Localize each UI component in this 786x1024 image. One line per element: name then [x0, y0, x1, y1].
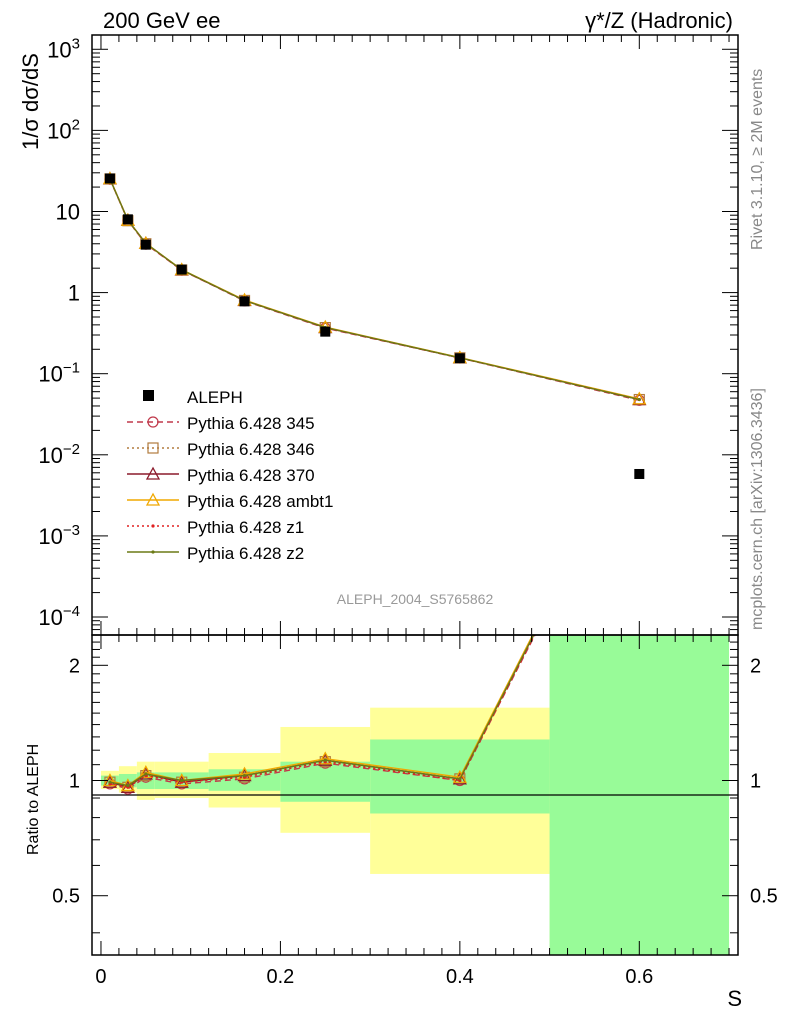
x-tick-label: 0: [95, 966, 106, 988]
legend-label: Pythia 6.428 345: [187, 414, 315, 433]
x-axis-label: S: [727, 986, 742, 1011]
legend-aleph-marker: [143, 390, 154, 401]
series-line: [109, 178, 640, 401]
analysis-watermark: ALEPH_2004_S5765862: [337, 591, 494, 607]
y-tick-label: 102: [47, 116, 80, 143]
legend-label: Pythia 6.428 346: [187, 440, 315, 459]
ratio-series-line: [109, 635, 535, 787]
ratio-y-tick-label-left: 0.5: [52, 886, 80, 908]
axis-ticks: [92, 35, 738, 955]
main-series-group: [102, 171, 647, 406]
mcplots-label: mcplots.cern.ch [arXiv:1306.3436]: [749, 388, 766, 630]
y-tick-label: 10−1: [38, 360, 80, 387]
series-line: [109, 178, 640, 401]
ratio-series-marker: [633, 421, 645, 432]
aleph-data-point: [634, 468, 645, 479]
ratio-series-marker: [144, 772, 148, 776]
ratio-series-marker: [138, 765, 153, 779]
aleph-data-point: [176, 264, 187, 275]
ratio-y-tick-label-right: 0.5: [750, 886, 778, 908]
ratio-series-marker: [242, 773, 247, 778]
ratio-series-marker: [452, 769, 467, 783]
aleph-data-point: [104, 173, 115, 184]
legend-marker: [147, 442, 159, 454]
ratio-series-marker: [634, 428, 644, 438]
y-tick-label: 10−2: [38, 441, 80, 468]
aleph-data-point: [239, 296, 250, 307]
ratio-series-marker: [108, 780, 112, 784]
y-tick-label: 103: [47, 35, 80, 62]
ratio-series-marker: [323, 758, 327, 762]
ratio-series-line: [109, 635, 536, 789]
ratio-series-marker: [180, 778, 184, 783]
rivet-version-label: Rivet 3.1.10, ≥ 2M events: [749, 69, 766, 250]
ratio-series-marker: [633, 423, 645, 434]
aleph-data-point: [122, 214, 133, 225]
aleph-data-point: [320, 326, 331, 337]
ratio-y-tick-label-left: 1: [69, 771, 80, 793]
legend-label: Pythia 6.428 z1: [187, 518, 304, 537]
y-tick-label: 10−4: [38, 603, 80, 630]
legend-aleph-label: ALEPH: [187, 388, 243, 407]
aleph-data-point: [454, 353, 465, 364]
header-left-title: 200 GeV ee: [103, 8, 220, 33]
aleph-data-point: [140, 239, 151, 250]
y-tick-label: 1: [68, 281, 80, 306]
legend-marker: [151, 550, 155, 554]
main-data-points: [104, 173, 645, 479]
y-tick-label: 10−3: [38, 522, 80, 549]
legend-label: Pythia 6.428 ambt1: [187, 492, 333, 511]
x-tick-label: 0.2: [267, 966, 295, 988]
legend-label: Pythia 6.428 370: [187, 466, 315, 485]
ratio-ylabel: Ratio to ALEPH: [25, 744, 42, 855]
legend-label: Pythia 6.428 z2: [187, 544, 304, 563]
y-tick-label: 10: [56, 199, 80, 224]
ratio-frame: [91, 634, 739, 956]
main-ylabel: 1/σ dσ/dS: [18, 53, 43, 150]
ratio-y-tick-label-right: 1: [750, 771, 761, 793]
ratio-series-marker: [638, 427, 641, 430]
ratio-series-marker: [638, 429, 641, 432]
ratio-series-marker: [237, 766, 252, 780]
ratio-series-marker: [318, 751, 333, 765]
ratio-series-marker: [458, 777, 462, 781]
series-line: [109, 178, 640, 401]
header-right-title: γ*/Z (Hadronic): [585, 8, 733, 33]
ratio-series-marker: [174, 774, 189, 788]
ratio-series-group: [102, 421, 645, 795]
legend-marker: [145, 466, 161, 480]
x-tick-label: 0.4: [446, 966, 474, 988]
x-tick-label: 0.6: [625, 966, 653, 988]
ratio-uncertainty-bands: [100, 635, 730, 955]
series-line: [109, 178, 640, 401]
axis-tick-labels: 0 0.2 0.4 0.6 10−4 10−3 10−2 10−1 1 10 102 103 0.5 0.…: [38, 35, 777, 988]
ratio-series-marker: [126, 783, 130, 788]
ratio-y-tick-label-left: 2: [69, 655, 80, 677]
series-marker: [637, 397, 641, 402]
series-line: [109, 178, 640, 400]
legend-marker: [151, 524, 155, 528]
ratio-y-tick-label-right: 2: [750, 655, 761, 677]
series-line: [109, 178, 640, 401]
legend-marker: [145, 492, 161, 506]
stat-uncertainty-band: [549, 635, 730, 955]
ratio-series-marker: [634, 424, 644, 434]
legend-marker: [147, 416, 159, 428]
legend: ALEPH Pythia 6.428 345 Pythia 6.428 346 Pyt…: [127, 388, 333, 563]
